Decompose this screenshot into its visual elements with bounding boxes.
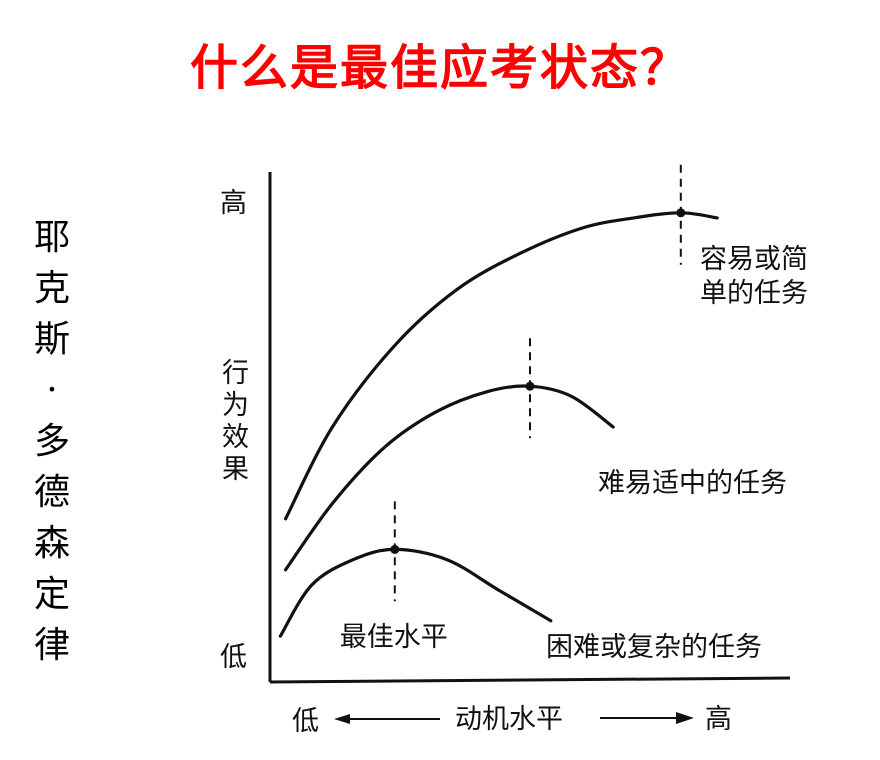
series-curve-2 bbox=[284, 384, 615, 572]
series-label-3: 困难或复杂的任务 bbox=[546, 632, 762, 663]
chart-curves bbox=[278, 164, 719, 638]
x-axis-title: 动机水平 bbox=[455, 704, 563, 735]
x-arrow-right-head bbox=[676, 712, 694, 724]
side-label-yerkes-dodson-law: 耶 克 斯 · 多 德 森 定 律 bbox=[33, 217, 70, 666]
series-label-2: 难易适中的任务 bbox=[598, 468, 787, 499]
x-arrow-left-head bbox=[334, 714, 350, 724]
page-title: 什么是最佳应考状态？ bbox=[189, 40, 690, 96]
peak-point-3 bbox=[390, 544, 400, 554]
series-label-1: 容易或简单的任务 bbox=[700, 244, 808, 309]
x-low-label: 低 bbox=[292, 706, 319, 737]
annotation-optimal-level: 最佳水平 bbox=[340, 622, 448, 653]
x-axis bbox=[269, 676, 791, 684]
y-low-label: 低 bbox=[220, 642, 247, 673]
y-axis-title: 行为效果 bbox=[222, 358, 249, 485]
y-high-label: 高 bbox=[220, 188, 247, 219]
series-curve-1 bbox=[284, 211, 719, 521]
peak-point-2 bbox=[525, 381, 535, 391]
peak-point-1 bbox=[676, 208, 686, 218]
x-high-label: 高 bbox=[705, 704, 732, 735]
